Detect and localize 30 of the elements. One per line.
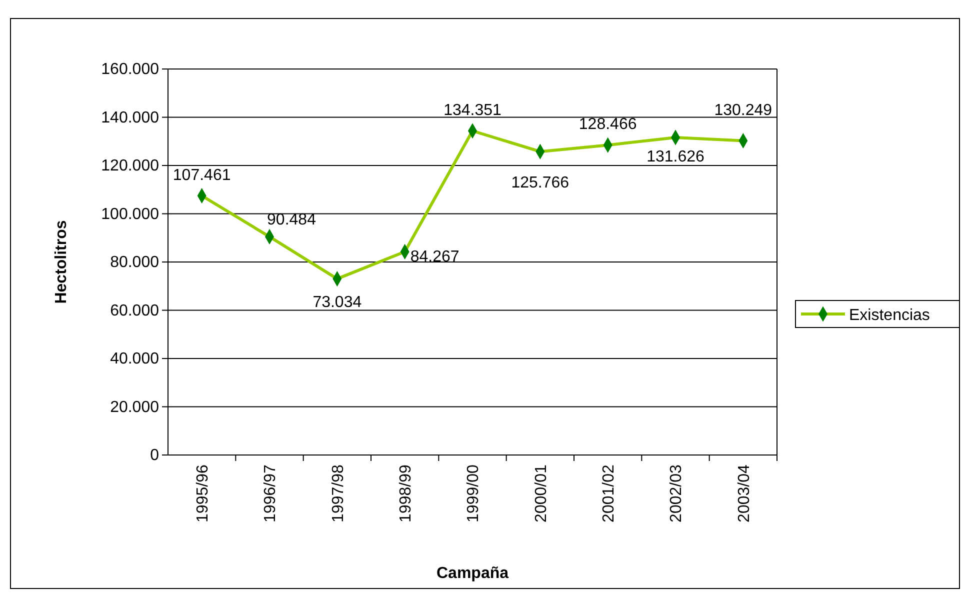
y-tick-label: 20.000 — [110, 398, 160, 416]
data-label: 130.249 — [714, 102, 772, 119]
y-tick-label: 100.000 — [101, 206, 160, 223]
legend-label: Existencias — [849, 307, 930, 324]
y-tick-label: 160.000 — [101, 61, 160, 78]
y-tick-label: 120.000 — [101, 158, 160, 175]
x-tick-label: 1998/99 — [397, 464, 414, 522]
x-tick-label: 2000/01 — [532, 464, 550, 522]
y-axis-title: Hectolitros — [53, 220, 70, 304]
y-tick-label: 60.000 — [110, 302, 160, 320]
x-tick-label: 1995/96 — [194, 464, 212, 522]
x-tick-label: 2003/04 — [736, 464, 753, 522]
data-label: 134.351 — [444, 102, 502, 119]
x-tick-label: 1996/97 — [262, 464, 280, 522]
data-label: 128.466 — [578, 116, 637, 134]
y-tick-label: 140.000 — [101, 109, 160, 126]
data-label: 90.484 — [267, 212, 316, 229]
x-tick-label: 1997/98 — [330, 464, 347, 522]
data-label: 107.461 — [172, 166, 231, 184]
y-tick-label: 80.000 — [110, 254, 160, 272]
x-tick-label: 1999/00 — [465, 464, 482, 522]
y-tick-label: 40.000 — [110, 350, 160, 368]
data-label: 73.034 — [312, 294, 362, 311]
data-label: 84.267 — [410, 248, 460, 266]
data-label: 131.626 — [646, 148, 705, 166]
x-tick-label: 2002/03 — [668, 464, 686, 522]
y-tick-label: 0 — [150, 447, 160, 464]
x-axis-title: Campaña — [436, 565, 509, 582]
x-tick-label: 2001/02 — [600, 464, 618, 522]
data-label: 125.766 — [511, 174, 570, 192]
